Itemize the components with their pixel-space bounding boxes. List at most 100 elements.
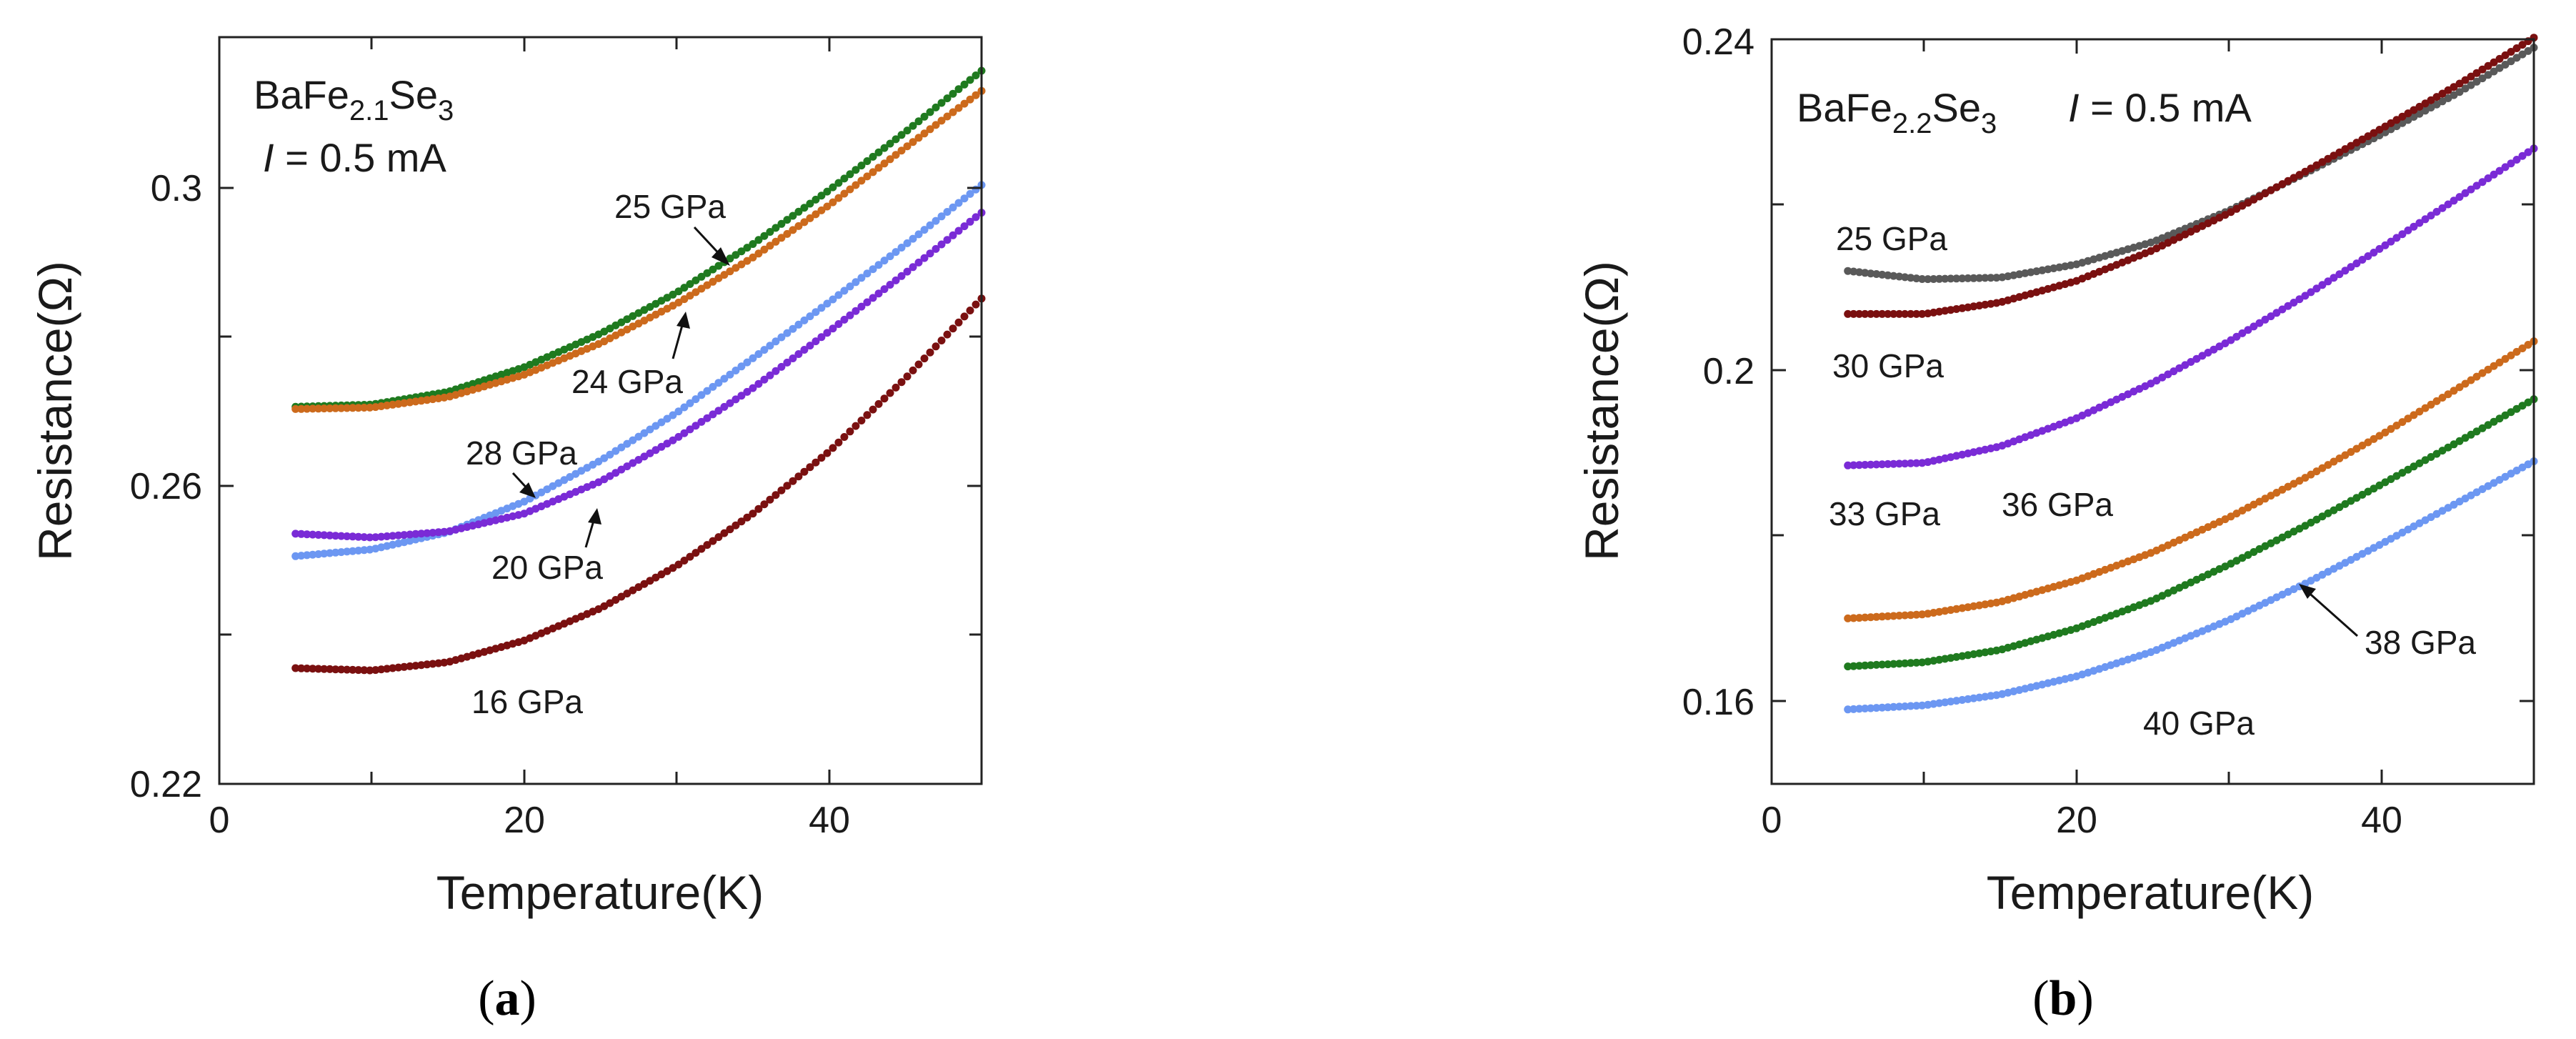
chart-b-point-30gpa-93 [2375, 126, 2384, 134]
chart-a-point-16gpa-117 [960, 312, 969, 321]
chart-a-point-16gpa-21 [411, 662, 420, 670]
chart-a-point-25gpa-74 [714, 262, 723, 270]
chart-b-point-38gpa-105 [2444, 443, 2452, 452]
chart-a-point-16gpa-75 [720, 529, 729, 537]
chart-a-point-20gpa-58 [623, 462, 631, 471]
chart-b-point-25gpa-13 [1918, 275, 1927, 283]
chart-b-point-38gpa-104 [2438, 447, 2447, 455]
chart-b-point-38gpa-100 [2415, 459, 2424, 467]
chart-a-point-16gpa-88 [794, 472, 803, 481]
chart-a-point-20gpa-94 [829, 324, 837, 333]
chart-b-point-25gpa-7 [1884, 271, 1892, 279]
chart-b-point-33gpa-81 [2307, 288, 2315, 297]
chart-b-point-33gpa-104 [2438, 204, 2447, 212]
chart-a-point-20gpa-114 [943, 236, 952, 244]
chart-b-point-38gpa-19 [1952, 652, 1961, 661]
chart-a-point-20gpa-110 [920, 254, 929, 262]
chart-a-point-24gpa-79 [743, 257, 752, 265]
chart-a-point-25gpa-69 [686, 280, 694, 288]
chart-a-point-20gpa-97 [846, 311, 854, 319]
chart-a-point-24gpa-75 [720, 271, 729, 279]
chart-a-point-24gpa-12 [360, 404, 369, 412]
chart-b-point-33gpa-77 [2284, 302, 2292, 310]
chart-b-point-33gpa-94 [2381, 241, 2390, 249]
chart-a-point-24gpa-59 [629, 322, 637, 331]
chart-b-point-25gpa-23 [1975, 274, 1984, 282]
chart-a-point-16gpa-17 [389, 664, 397, 672]
chart-b-ylabel: Resistance(Ω) [1575, 261, 1628, 561]
chart-a-point-25gpa-73 [709, 265, 717, 274]
chart-b-point-38gpa-108 [2461, 434, 2470, 442]
chart-a-point-16gpa-104 [886, 389, 894, 397]
chart-a-point-28gpa-3 [309, 550, 317, 559]
chart-a-point-16gpa-113 [937, 337, 946, 344]
chart-a-point-16gpa-7 [331, 665, 340, 674]
chart-a-compound-label: BaFe2.1Se3 [254, 72, 454, 126]
chart-a-point-16gpa-111 [926, 348, 934, 357]
chart-a-point-25gpa-78 [737, 247, 746, 256]
chart-a-annotation-20gpa: 20 GPa [491, 549, 603, 586]
chart-a-point-16gpa-94 [829, 444, 837, 452]
chart-b-point-33gpa-64 [2210, 345, 2218, 354]
chart-b-point-33gpa-87 [2341, 267, 2350, 275]
chart-a-point-20gpa-73 [709, 410, 717, 419]
chart-b-point-30gpa-19 [1952, 305, 1961, 313]
chart-a-point-28gpa-99 [857, 274, 866, 282]
chart-b-point-30gpa-109 [2467, 72, 2475, 81]
chart-b-point-36gpa-116 [2507, 351, 2515, 359]
chart-a-point-24gpa-0 [291, 404, 300, 413]
chart-a-point-28gpa-66 [669, 411, 677, 419]
chart-a-point-28gpa-94 [829, 295, 837, 304]
chart-a-point-24gpa-109 [914, 134, 923, 142]
chart-a-point-16gpa-8 [337, 665, 346, 674]
chart-a-point-20gpa-86 [783, 358, 792, 367]
chart-a-point-20gpa-21 [411, 530, 420, 538]
chart-a-point-28gpa-65 [663, 414, 672, 423]
chart-b-point-25gpa-24 [1981, 274, 1990, 282]
chart-b-point-36gpa-104 [2438, 394, 2447, 402]
chart-a-xtick-label-20: 20 [504, 800, 545, 841]
chart-a-point-16gpa-14 [371, 666, 380, 675]
chart-a-point-16gpa-65 [663, 567, 672, 575]
chart-a-point-28gpa-86 [783, 329, 792, 337]
chart-a-point-16gpa-99 [857, 417, 866, 424]
chart-a-point-25gpa-77 [732, 251, 740, 259]
chart-b-point-30gpa-82 [2312, 161, 2321, 169]
chart-b-point-33gpa-2 [1855, 461, 1864, 469]
chart-a-point-25gpa-109 [914, 117, 923, 126]
chart-a-point-20gpa-83 [766, 371, 774, 379]
chart-a-point-28gpa-9 [343, 547, 351, 556]
chart-a-point-20gpa-98 [852, 307, 860, 315]
chart-a-point-25gpa-71 [697, 272, 706, 281]
chart-a-point-28gpa-78 [737, 362, 746, 371]
chart-a-point-16gpa-115 [949, 324, 957, 333]
chart-b-point-25gpa-26 [1992, 274, 2001, 282]
chart-a-annotation-16gpa: 16 GPa [471, 683, 583, 720]
chart-b-point-25gpa-25 [1987, 274, 1995, 282]
chart-b-point-38gpa-9 [1895, 660, 1904, 668]
chart-b-xtick-label-0: 0 [1762, 800, 1782, 841]
chart-b-point-38gpa-119 [2524, 398, 2532, 407]
chart-a-point-16gpa-100 [863, 411, 872, 419]
chart-b-point-33gpa-76 [2278, 305, 2287, 314]
chart-panel-b: 0 20 40 0.16 0.2 0.24 Temperature(K) Res… [1575, 21, 2538, 919]
chart-b-point-38gpa-85 [2330, 506, 2338, 514]
chart-b-point-40gpa-4 [1867, 704, 1875, 712]
chart-b-point-36gpa-94 [2381, 428, 2390, 437]
chart-a-point-20gpa-72 [703, 414, 712, 422]
chart-a-current-label: I = 0.5 mA [263, 135, 446, 180]
chart-a-point-28gpa-61 [640, 429, 649, 437]
chart-a-point-25gpa-88 [794, 207, 803, 216]
chart-a-point-16gpa-25 [434, 659, 443, 667]
chart-a-point-25gpa-114 [943, 94, 952, 103]
chart-a-point-20gpa-102 [874, 289, 883, 298]
chart-a-point-16gpa-82 [760, 500, 769, 509]
chart-a-point-16gpa-73 [709, 537, 717, 545]
chart-b-point-38gpa-3 [1861, 661, 1869, 670]
chart-b-point-38gpa-115 [2501, 411, 2510, 419]
chart-b-point-38gpa-90 [2358, 490, 2367, 499]
chart-a-point-20gpa-12 [360, 533, 369, 542]
chart-b-point-36gpa-93 [2375, 432, 2384, 440]
chart-b-point-36gpa-91 [2364, 438, 2372, 447]
chart-a-point-28gpa-53 [594, 457, 603, 466]
